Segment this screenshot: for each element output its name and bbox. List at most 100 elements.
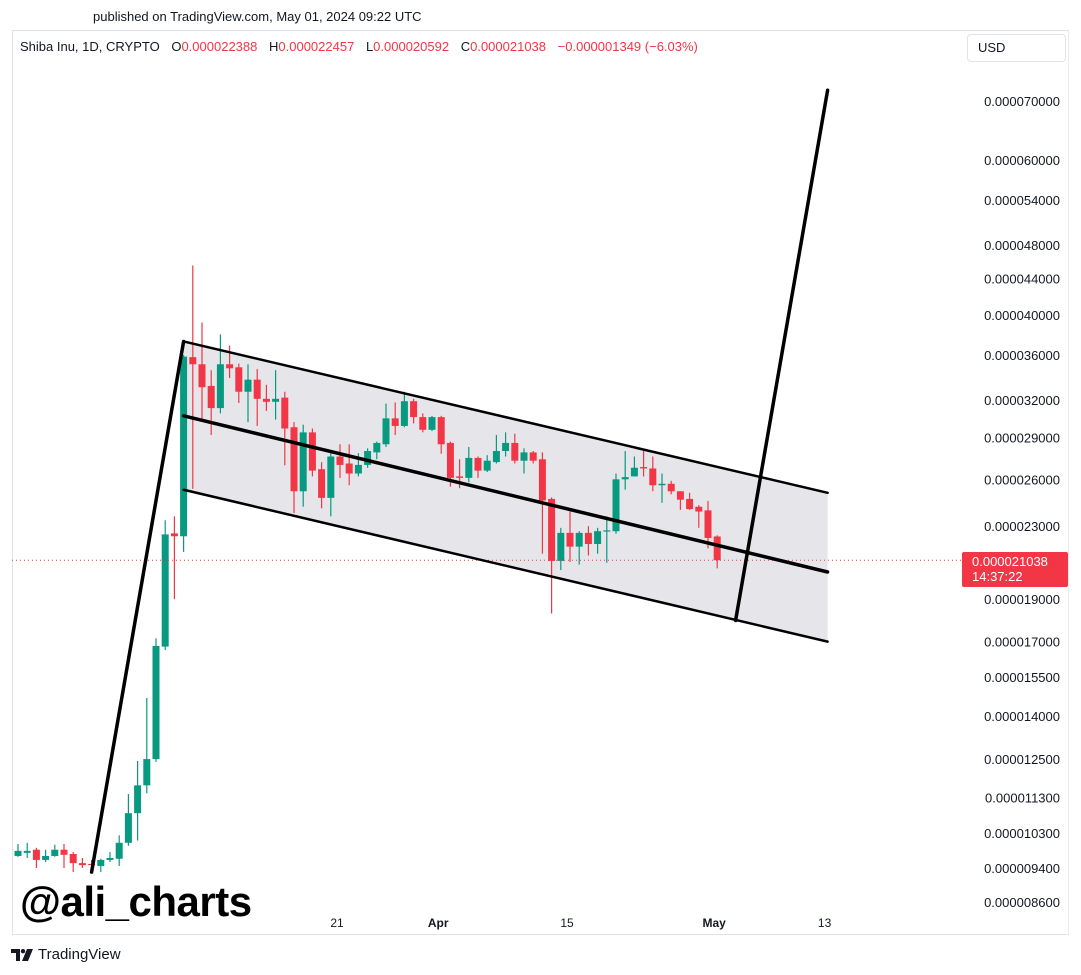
candle[interactable]: [437, 415, 445, 454]
candle[interactable]: [391, 402, 399, 435]
candle[interactable]: [584, 526, 592, 556]
candle-body: [244, 379, 252, 392]
candle[interactable]: [124, 793, 132, 846]
candle[interactable]: [180, 355, 188, 552]
candle[interactable]: [308, 428, 316, 477]
candle[interactable]: [97, 858, 105, 873]
price-tick-label: 0.000044000: [984, 271, 1060, 286]
candle[interactable]: [630, 456, 638, 477]
tradingview-logo[interactable]: TradingView: [11, 946, 121, 963]
candle[interactable]: [410, 398, 418, 424]
channel-middle-line[interactable]: [181, 414, 830, 574]
channel-upper-line[interactable]: [182, 340, 829, 495]
candle[interactable]: [152, 638, 160, 762]
candle-body: [115, 842, 123, 859]
price-tick-label: 0.000017000: [984, 635, 1060, 650]
price-tick-label: 0.000032000: [984, 393, 1060, 408]
candle[interactable]: [686, 492, 694, 510]
candle[interactable]: [373, 441, 381, 460]
candle[interactable]: [115, 835, 123, 866]
candle[interactable]: [640, 451, 648, 477]
target-line[interactable]: [733, 88, 830, 623]
candle[interactable]: [400, 391, 408, 428]
candle-body: [474, 457, 482, 471]
candle-body: [437, 417, 445, 445]
candle[interactable]: [281, 391, 289, 466]
candle[interactable]: [474, 456, 482, 478]
candle[interactable]: [78, 857, 86, 868]
candle[interactable]: [557, 527, 565, 571]
candle[interactable]: [428, 415, 436, 432]
candle[interactable]: [364, 448, 372, 468]
candle[interactable]: [575, 531, 583, 565]
candle[interactable]: [14, 843, 22, 857]
candle[interactable]: [345, 444, 353, 486]
candle[interactable]: [253, 369, 261, 426]
candle-body: [207, 385, 215, 409]
candle[interactable]: [649, 456, 657, 492]
candle[interactable]: [318, 462, 326, 509]
candle[interactable]: [299, 424, 307, 507]
candle[interactable]: [594, 527, 602, 554]
candle[interactable]: [621, 451, 629, 490]
candle-body: [14, 850, 22, 856]
candle[interactable]: [226, 345, 234, 378]
time-axis[interactable]: 21 Apr 15 May 13: [330, 916, 831, 930]
candle[interactable]: [511, 433, 519, 464]
candle[interactable]: [327, 453, 335, 517]
price-axis[interactable]: 0.000070000 0.000060000 0.000054000 0.00004…: [984, 94, 1060, 910]
candle[interactable]: [290, 422, 298, 514]
candle-body: [557, 532, 565, 561]
candle[interactable]: [465, 446, 473, 483]
candle[interactable]: [235, 363, 243, 404]
flagpole-line[interactable]: [89, 339, 186, 874]
candle[interactable]: [695, 505, 703, 528]
candle-body: [529, 452, 537, 461]
candle-body: [51, 849, 59, 856]
candle[interactable]: [483, 455, 491, 473]
candle[interactable]: [382, 403, 390, 447]
candle[interactable]: [667, 480, 675, 495]
candle[interactable]: [713, 535, 721, 569]
candle-body: [640, 467, 648, 469]
symbol-name[interactable]: Shiba Inu, 1D, CRYPTO: [20, 39, 160, 54]
candle[interactable]: [161, 520, 169, 651]
candle-body: [364, 451, 372, 465]
candle[interactable]: [189, 265, 197, 489]
candle[interactable]: [566, 511, 574, 562]
candle[interactable]: [106, 852, 114, 862]
candle[interactable]: [603, 516, 611, 563]
candle[interactable]: [262, 384, 270, 411]
candle[interactable]: [676, 491, 684, 510]
candle[interactable]: [520, 448, 528, 474]
candle[interactable]: [704, 500, 712, 549]
channel-lower-line[interactable]: [182, 488, 829, 643]
candle[interactable]: [419, 413, 427, 433]
candle[interactable]: [42, 849, 50, 862]
candle[interactable]: [502, 432, 510, 457]
candle[interactable]: [244, 364, 252, 423]
candle[interactable]: [492, 434, 500, 464]
candle[interactable]: [658, 473, 666, 503]
candle[interactable]: [32, 847, 40, 868]
candle[interactable]: [69, 852, 77, 873]
candle[interactable]: [60, 843, 68, 868]
candle[interactable]: [548, 497, 556, 614]
candle-body: [336, 456, 344, 465]
price-tick-label: 0.000019000: [984, 592, 1060, 607]
candle[interactable]: [51, 844, 59, 857]
candle[interactable]: [198, 322, 206, 419]
candle[interactable]: [272, 370, 280, 420]
candle[interactable]: [216, 334, 224, 414]
candle[interactable]: [23, 842, 31, 858]
symbol-legend: Shiba Inu, 1D, CRYPTO O0.000022388 H0.00…: [20, 39, 698, 54]
candle[interactable]: [143, 697, 151, 794]
candle[interactable]: [170, 516, 178, 600]
candle[interactable]: [336, 444, 344, 478]
candle[interactable]: [612, 473, 620, 534]
candle[interactable]: [529, 451, 537, 464]
candle[interactable]: [134, 760, 142, 841]
candle-body: [60, 849, 68, 855]
currency-button[interactable]: USD: [967, 34, 1066, 62]
